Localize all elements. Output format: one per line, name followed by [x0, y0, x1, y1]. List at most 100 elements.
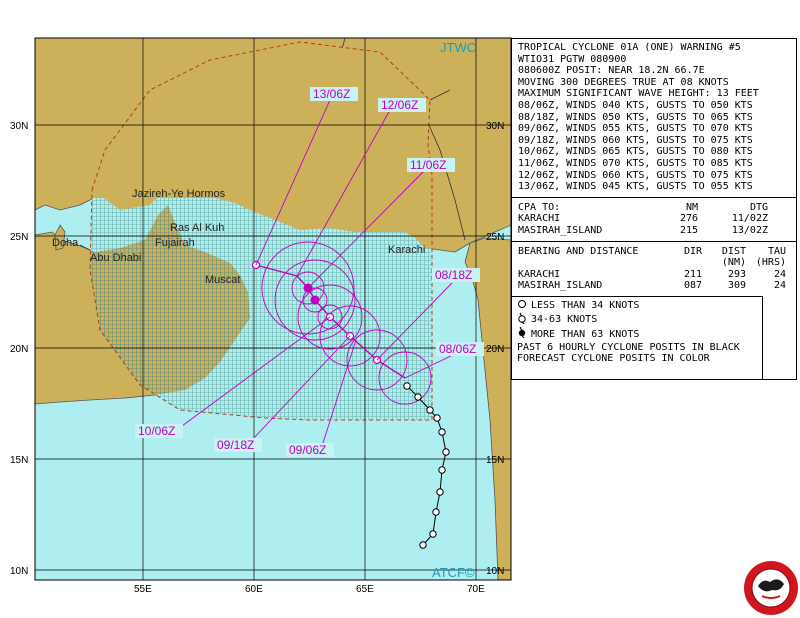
wind-radii: [261, 241, 432, 405]
svg-text:10N: 10N: [486, 566, 504, 577]
bearing-dist-unit: (NM): [721, 257, 746, 269]
bearing-dir: 211: [683, 268, 702, 280]
dtg-label-09-18z: 09/18Z: [217, 438, 254, 452]
cpa-header: CPA TO: NM DTG: [518, 202, 790, 214]
past-track: [403, 382, 450, 549]
svg-text:15N: 15N: [10, 455, 28, 466]
hurricane-icon: [517, 326, 531, 342]
legend-label: LESS THAN 34 KNOTS: [531, 300, 640, 311]
svg-text:55E: 55E: [134, 584, 152, 595]
cpa-place: MASIRAH_ISLAND: [518, 224, 603, 236]
dtg-label-11-06z: 11/06Z: [410, 158, 446, 172]
cpa-nm-header: NM: [685, 201, 698, 213]
place-label-doha: Doha: [52, 237, 79, 249]
dtg-label-09-06z: 09/06Z: [289, 443, 326, 457]
lat-lon-grid: [35, 38, 511, 580]
svg-text:30N: 30N: [486, 121, 504, 132]
forecast-intensity-row: 08/06Z, WINDS 040 KTS, GUSTS TO 050 KTS: [518, 99, 753, 111]
svg-text:70E: 70E: [467, 584, 485, 595]
bearing-tau-header: TAU: [767, 245, 786, 257]
cpa-dtg: 13/02Z: [731, 224, 768, 236]
danger-area: [89, 41, 433, 421]
legend-label: MORE THAN 63 KNOTS: [531, 328, 640, 340]
bearing-dist: 309: [727, 280, 746, 292]
place-label-jazireh: Jazireh-Ye Hormos: [132, 188, 226, 200]
warning-motion: MOVING 300 DEGREES TRUE AT 08 KNOTS: [518, 76, 729, 88]
bearing-row: KARACHI 211 293 24: [518, 269, 790, 281]
forecast-dtg-labels: 13/06Z 12/06Z 11/06Z 08/18Z 08/06Z 10/06…: [135, 87, 484, 457]
dtg-label-08-06z: 08/06Z: [439, 342, 476, 356]
cpa-dtg: 11/02Z: [731, 213, 768, 225]
svg-text:30N: 30N: [10, 121, 28, 132]
svg-text:25N: 25N: [486, 232, 504, 243]
legend-note-past: PAST 6 HOURLY CYCLONE POSITS IN BLACK: [517, 341, 740, 353]
bearing-place: MASIRAH_ISLAND: [518, 280, 603, 292]
bearing-dir-header: DIR: [683, 245, 702, 257]
dtg-label-10-06z: 10/06Z: [138, 424, 175, 438]
warning-header-id: WTIO31 PGTW 080900: [518, 53, 627, 65]
legend-panel: LESS THAN 34 KNOTS 34-63 KNOTS MORE THAN…: [511, 296, 763, 380]
separator: [512, 240, 796, 242]
place-label-muscat: Muscat: [205, 274, 240, 286]
forecast-intensity-row: 10/06Z, WINDS 065 KTS, GUSTS TO 080 KTS: [518, 146, 753, 158]
forecast-intensity-row: 09/06Z, WINDS 055 KTS, GUSTS TO 070 KTS: [518, 123, 753, 135]
latitude-labels: 30N 25N 20N 15N 10N 30N 25N 20N 15N 10N: [10, 121, 504, 577]
place-label-ras-al-kuh: Ras Al Kuh: [170, 222, 224, 234]
bearing-dist: 293: [727, 268, 746, 280]
cpa-place: KARACHI: [518, 213, 561, 225]
bearing-row: MASIRAH_ISLAND 087 309 24: [518, 280, 790, 292]
open-circle-icon: [517, 299, 531, 313]
cpa-row: MASIRAH_ISLAND 215 13/02Z: [518, 225, 790, 237]
svg-text:20N: 20N: [486, 344, 504, 355]
cpa-dtg-header: DTG: [749, 201, 768, 213]
legend-item-hurricane: MORE THAN 63 KNOTS: [517, 326, 757, 342]
land-qatar: [54, 224, 66, 251]
warning-title: TROPICAL CYCLONE 01A (ONE) WARNING #5: [518, 42, 741, 53]
forecast-intensity-row: 09/18Z, WINDS 060 KTS, GUSTS TO 075 KTS: [518, 134, 753, 146]
dtg-label-12-06z: 12/06Z: [381, 98, 418, 112]
forecast-intensity-row: 13/06Z, WINDS 045 KTS, GUSTS TO 055 KTS: [518, 181, 753, 193]
dtg-label-13-06z: 13/06Z: [313, 87, 350, 101]
cpa-nm: 215: [679, 224, 698, 236]
bearing-tau: 24: [773, 268, 786, 280]
legend-item-tropical-storm: 34-63 KNOTS: [517, 312, 757, 328]
legend-item-weak: LESS THAN 34 KNOTS: [517, 299, 757, 313]
atcf-label: ATCF©: [432, 565, 475, 580]
legend-note-forecast: FORECAST CYCLONE POSITS IN COLOR: [517, 353, 710, 365]
svg-text:10N: 10N: [10, 566, 28, 577]
place-label-fujairah: Fujairah: [155, 237, 195, 249]
forecast-intensity-row: 11/06Z, WINDS 070 KTS, GUSTS TO 085 KTS: [518, 157, 753, 169]
cpa-nm: 276: [679, 213, 698, 225]
legend-label: 34-63 KNOTS: [531, 314, 598, 326]
place-label-karachi: Karachi: [388, 244, 425, 256]
separator: [512, 196, 796, 198]
jtwc-seal-logo: [744, 561, 798, 615]
longitude-labels: 55E 60E 65E 70E: [134, 584, 485, 595]
svg-text:25N: 25N: [10, 232, 28, 243]
bearing-units: (NM) (HRS): [518, 257, 790, 269]
bearing-dir: 087: [683, 280, 702, 292]
warning-position: 080600Z POSIT: NEAR 18.2N 66.7E: [518, 65, 705, 77]
bearing-title: BEARING AND DISTANCE: [518, 245, 639, 257]
svg-text:65E: 65E: [356, 584, 374, 595]
bearing-place: KARACHI: [518, 268, 561, 280]
forecast-intensity-row: 12/06Z, WINDS 060 KTS, GUSTS TO 075 KTS: [518, 169, 753, 181]
forecast-intensity-row: 08/18Z, WINDS 050 KTS, GUSTS TO 065 KTS: [518, 111, 753, 123]
cpa-row: KARACHI 276 11/02Z: [518, 213, 790, 225]
place-label-abu-dhabi: Abu Dhabi: [90, 252, 141, 264]
bearing-header: BEARING AND DISTANCE DIR DIST TAU: [518, 246, 790, 258]
place-labels: Jazireh-Ye Hormos Ras Al Kuh Doha Abu Dh…: [52, 188, 425, 286]
svg-text:20N: 20N: [10, 344, 28, 355]
svg-text:60E: 60E: [245, 584, 263, 595]
bearing-tau: 24: [773, 280, 786, 292]
svg-text:15N: 15N: [486, 455, 504, 466]
cpa-title: CPA TO:: [518, 201, 561, 213]
forecast-label-leaders: [181, 99, 456, 447]
jtwc-label: JTWC: [440, 40, 476, 55]
warning-wave-height: MAXIMUM SIGNIFICANT WAVE HEIGHT: 13 FEET: [518, 88, 759, 100]
bearing-dist-header: DIST: [721, 245, 746, 257]
dtg-label-08-18z: 08/18Z: [435, 268, 472, 282]
tropical-storm-icon: [517, 312, 531, 328]
bearing-tau-unit: (HRS): [755, 257, 786, 269]
